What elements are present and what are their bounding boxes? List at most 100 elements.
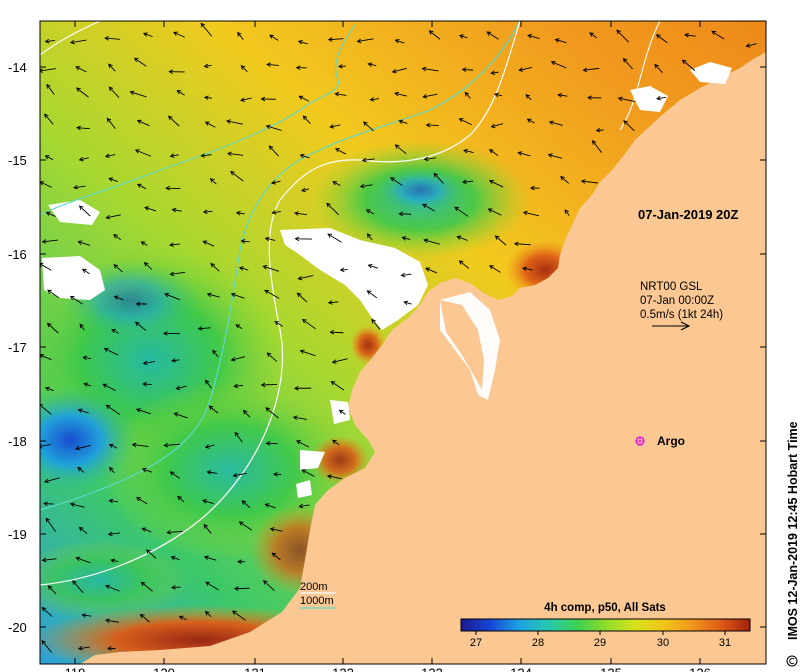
current-vector-arrow <box>488 208 502 216</box>
current-vector-arrow <box>494 93 503 97</box>
current-vector-arrowhead <box>554 38 560 43</box>
current-vector-arrow <box>108 63 116 72</box>
current-vector-arrowhead <box>230 171 235 176</box>
lon-tick-label: 121 <box>244 666 266 672</box>
current-vector-arrowhead <box>72 580 77 586</box>
current-vector-arrowhead <box>204 444 210 449</box>
current-vector-arrowhead <box>655 34 661 39</box>
current-vector-arrowhead <box>169 242 174 248</box>
current-vector-arrowhead <box>390 177 395 182</box>
current-vector-arrow <box>143 383 152 385</box>
current-vector-arrowhead <box>104 35 109 41</box>
current-vector-arrow <box>75 444 91 450</box>
current-vector-arrow <box>132 444 149 448</box>
current-vector-arrowhead <box>141 527 147 532</box>
current-vector-arrow <box>79 527 88 535</box>
current-vector-arrowhead <box>210 262 215 268</box>
current-vector-arrowhead <box>366 290 372 295</box>
current-vector-arrowhead <box>168 69 174 75</box>
current-vector-arrow <box>623 58 633 70</box>
colorbar-scale <box>460 618 751 632</box>
current-vector-arrow <box>205 121 216 128</box>
lat-tick-label: -14 <box>8 60 27 75</box>
current-vector-arrow <box>746 43 757 47</box>
current-vector-arrowhead <box>264 289 269 294</box>
current-vector-arrow <box>240 65 248 72</box>
current-vector-arrowhead <box>143 261 149 267</box>
current-vector-arrowhead <box>301 187 306 193</box>
current-legend: NRT00 GSL 07-Jan 00:00Z 0.5m/s (1kt 24h) <box>640 281 723 331</box>
current-vector-arrow <box>395 39 405 44</box>
current-vector-arrow <box>144 206 157 212</box>
colorbar-tick: 28 <box>532 637 544 649</box>
current-vector-arrowhead <box>240 97 245 103</box>
current-vector-arrowhead <box>78 526 84 532</box>
current-vector-arrow <box>82 614 92 617</box>
lat-tick-label: -19 <box>8 527 27 542</box>
longitude-axis: 119 120 121 122 123 124 125 126 <box>65 21 711 672</box>
current-vector-arrowhead <box>69 39 75 45</box>
current-vector-arrow <box>525 94 532 101</box>
current-vector-arrowhead <box>401 236 407 241</box>
current-vector-arrowhead <box>40 353 44 359</box>
current-vector-arrowhead <box>296 440 301 445</box>
current-vector-arrowhead <box>361 157 367 163</box>
lat-tick-label: -15 <box>8 153 27 168</box>
current-vector-arrow <box>108 177 118 183</box>
current-vector-arrow <box>77 127 90 130</box>
current-vector-arrow <box>370 98 380 101</box>
current-vector-arrow <box>240 97 252 101</box>
current-vector-arrowhead <box>332 181 338 186</box>
current-vector-arrow <box>83 356 91 360</box>
current-vector-arrowhead <box>45 211 51 216</box>
current-vector-arrowhead <box>560 175 565 181</box>
current-vector-arrowhead <box>238 521 244 526</box>
current-vector-arrowhead <box>109 466 114 472</box>
current-vector-arrowhead <box>204 610 210 616</box>
current-vector-arrowhead <box>656 95 661 101</box>
current-vector-arrow <box>171 359 180 362</box>
current-vector-arrowhead <box>44 386 50 392</box>
current-vector-arrowhead <box>623 120 629 125</box>
current-vector-arrowhead <box>547 153 553 158</box>
current-vector-arrowhead <box>394 144 400 149</box>
image-time-label: 07-Jan-2019 20Z <box>638 207 739 222</box>
lon-tick-label: 119 <box>65 666 86 672</box>
current-legend-scale: 0.5m/s (1kt 24h) <box>640 309 723 321</box>
current-vector-arrowhead <box>339 267 345 273</box>
current-vector-arrow <box>234 432 243 443</box>
latitude-axis: -14 -15 -16 -17 -18 -19 -20 <box>8 60 766 635</box>
current-vector-arrowhead <box>204 379 210 385</box>
current-vector-arrow <box>368 264 379 269</box>
current-vector-arrowhead <box>394 39 400 44</box>
current-vector-arrowhead <box>582 67 588 73</box>
current-vector-arrowhead <box>398 211 404 217</box>
current-vector-arrow <box>459 35 468 39</box>
current-vector-arrowhead <box>297 39 303 45</box>
current-vector-arrow <box>366 209 375 215</box>
lon-tick-label: 123 <box>421 666 443 672</box>
current-vector-arrowhead <box>105 214 111 220</box>
current-vector-arrow <box>457 236 468 241</box>
current-vector-arrowhead <box>41 606 47 612</box>
current-vector-arrowhead <box>102 383 108 388</box>
current-vector-arrow <box>269 34 279 41</box>
current-vector-arrowhead <box>233 586 239 591</box>
current-vector-arrowhead <box>46 322 52 328</box>
isobath-legend: 200m 1000m <box>300 581 336 609</box>
current-vector-arrow <box>682 59 696 71</box>
current-vector-arrowhead <box>274 321 280 326</box>
current-vector-arrow <box>205 581 219 591</box>
current-vector-arrowhead <box>202 240 208 245</box>
current-vector-arrow <box>47 289 60 299</box>
current-vector-arrowhead <box>171 358 176 363</box>
current-vector-arrowhead <box>107 646 112 651</box>
current-vector-arrowhead <box>176 90 182 95</box>
current-vector-arrow <box>390 177 403 186</box>
current-vector-arrowhead <box>301 319 307 324</box>
current-vector-arrow <box>40 263 52 271</box>
current-vector-arrow <box>302 115 311 124</box>
current-vector-arrow <box>241 240 250 243</box>
current-vector-arrowhead <box>522 266 527 272</box>
